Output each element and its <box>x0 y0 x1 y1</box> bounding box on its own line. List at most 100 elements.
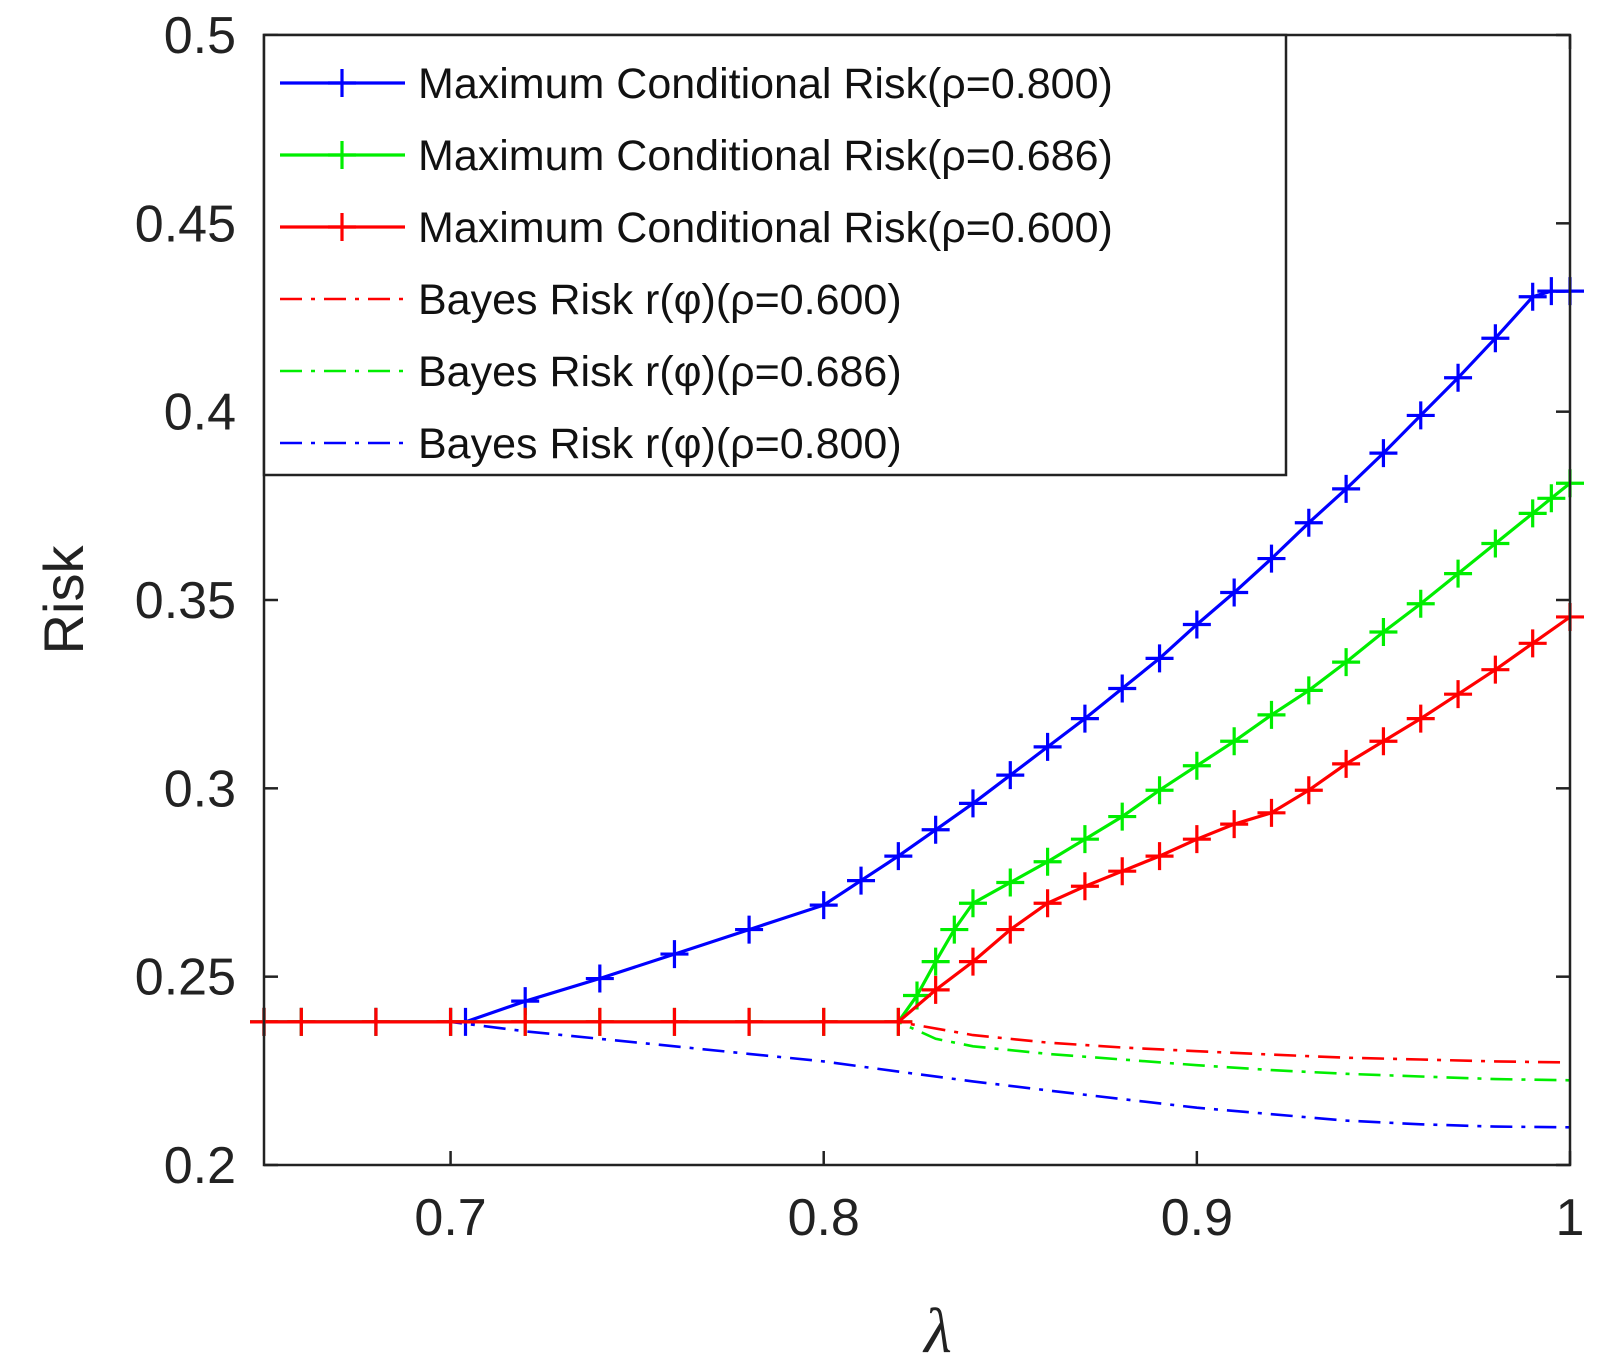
data-point-marker <box>884 1007 913 1036</box>
legend-box <box>262 33 1288 477</box>
data-point-marker <box>735 915 764 944</box>
data-point-marker <box>1257 544 1286 573</box>
y-tick-label: 0.3 <box>164 760 236 818</box>
data-point-marker <box>660 940 689 969</box>
y-axis-label: Risk <box>32 545 95 655</box>
series-3 <box>250 602 1584 1036</box>
data-point-marker <box>585 1007 614 1036</box>
legend-item: Bayes Risk r(φ)(ρ=0.600) <box>280 276 902 324</box>
data-point-marker <box>1033 889 1062 918</box>
series-6 <box>264 1020 1571 1129</box>
y-tick-label: 0.2 <box>164 1137 236 1195</box>
series-line <box>264 1020 1571 1129</box>
data-point-marker <box>1257 798 1286 827</box>
y-tick-label: 0.4 <box>164 384 236 442</box>
data-point-marker <box>996 915 1025 944</box>
data-point-marker <box>940 915 969 944</box>
data-point-marker <box>1108 857 1137 886</box>
data-point-marker <box>735 1007 764 1036</box>
data-point-marker <box>958 789 987 818</box>
data-point-marker <box>1518 499 1547 528</box>
data-point-marker <box>958 947 987 976</box>
data-point-marker <box>1070 825 1099 854</box>
data-point-marker <box>361 1007 390 1036</box>
data-point-marker <box>287 1007 316 1036</box>
data-point-marker <box>1070 704 1099 733</box>
data-point-marker <box>1481 324 1510 353</box>
data-point-marker <box>511 1007 540 1036</box>
legend-label: Bayes Risk r(φ)(ρ=0.800) <box>418 420 902 468</box>
data-point-marker <box>1369 727 1398 756</box>
data-point-marker <box>1145 776 1174 805</box>
legend-marker <box>328 69 356 97</box>
data-point-marker <box>958 889 987 918</box>
data-point-marker <box>1145 842 1174 871</box>
y-tick-label: 0.5 <box>164 7 236 65</box>
y-tick-label: 0.45 <box>135 195 236 253</box>
data-point-marker <box>1182 751 1211 780</box>
data-point-marker <box>1481 655 1510 684</box>
legend-label: Bayes Risk r(φ)(ρ=0.686) <box>418 348 902 396</box>
legend-label: Maximum Conditional Risk(ρ=0.800) <box>418 60 1113 108</box>
data-point-marker <box>996 868 1025 897</box>
legend-marker <box>328 213 356 241</box>
data-point-marker <box>1033 732 1062 761</box>
legend-item: Maximum Conditional Risk(ρ=0.800) <box>280 60 1113 108</box>
legend-item: Maximum Conditional Risk(ρ=0.600) <box>280 204 1113 252</box>
data-point-marker <box>1108 674 1137 703</box>
data-point-marker <box>1220 810 1249 839</box>
data-point-marker <box>436 1007 465 1036</box>
data-point-marker <box>1537 484 1566 513</box>
data-point-marker <box>1257 700 1286 729</box>
legend-item: Bayes Risk r(φ)(ρ=0.800) <box>280 420 902 468</box>
data-point-marker <box>1444 363 1473 392</box>
series-line <box>264 615 1571 1024</box>
data-point-marker <box>1518 282 1547 311</box>
x-tick-label: 0.8 <box>788 1189 860 1247</box>
legend: Maximum Conditional Risk(ρ=0.800) Maximum… <box>262 33 1288 477</box>
data-point-marker <box>1518 629 1547 658</box>
x-axis-label: λ <box>922 1295 952 1366</box>
y-tick-label: 0.25 <box>135 949 236 1007</box>
data-point-marker <box>1406 589 1435 618</box>
data-point-marker <box>1332 648 1361 677</box>
data-point-marker <box>1406 401 1435 430</box>
data-point-marker <box>884 842 913 871</box>
legend-label: Maximum Conditional Risk(ρ=0.686) <box>418 132 1113 180</box>
x-tick-label: 0.7 <box>414 1189 486 1247</box>
y-tick-label: 0.35 <box>135 572 236 630</box>
data-point-marker <box>1070 872 1099 901</box>
data-point-marker <box>921 947 950 976</box>
data-point-marker <box>1444 680 1473 709</box>
data-point-marker <box>809 1007 838 1036</box>
legend-marker <box>328 141 356 169</box>
series-layer <box>250 277 1584 1129</box>
x-tick-label: 1 <box>1556 1189 1585 1247</box>
data-point-marker <box>1182 825 1211 854</box>
data-point-marker <box>660 1007 689 1036</box>
data-point-marker <box>1332 474 1361 503</box>
data-point-marker <box>1294 676 1323 705</box>
legend-label: Bayes Risk r(φ)(ρ=0.600) <box>418 276 902 324</box>
data-point-marker <box>1145 644 1174 673</box>
x-tick-label: 0.9 <box>1161 1189 1233 1247</box>
data-point-marker <box>585 964 614 993</box>
data-point-marker <box>847 866 876 895</box>
data-point-marker <box>1108 802 1137 831</box>
data-point-marker <box>1369 618 1398 647</box>
legend-label: Maximum Conditional Risk(ρ=0.600) <box>418 204 1113 252</box>
data-point-marker <box>1294 508 1323 537</box>
data-point-marker <box>921 975 950 1004</box>
legend-item: Bayes Risk r(φ)(ρ=0.686) <box>280 348 902 396</box>
data-point-marker <box>921 815 950 844</box>
legend-item: Maximum Conditional Risk(ρ=0.686) <box>280 132 1113 180</box>
data-point-marker <box>1294 776 1323 805</box>
data-point-marker <box>1481 529 1510 558</box>
ticks-layer: 0.7 0.8 0.9 1 0.2 0.25 0.3 0.35 0.4 0.45 0.5 <box>135 7 1585 1247</box>
data-point-marker <box>996 761 1025 790</box>
data-point-marker <box>1033 847 1062 876</box>
data-point-marker <box>1369 439 1398 468</box>
data-point-marker <box>1220 578 1249 607</box>
data-point-marker <box>1220 727 1249 756</box>
